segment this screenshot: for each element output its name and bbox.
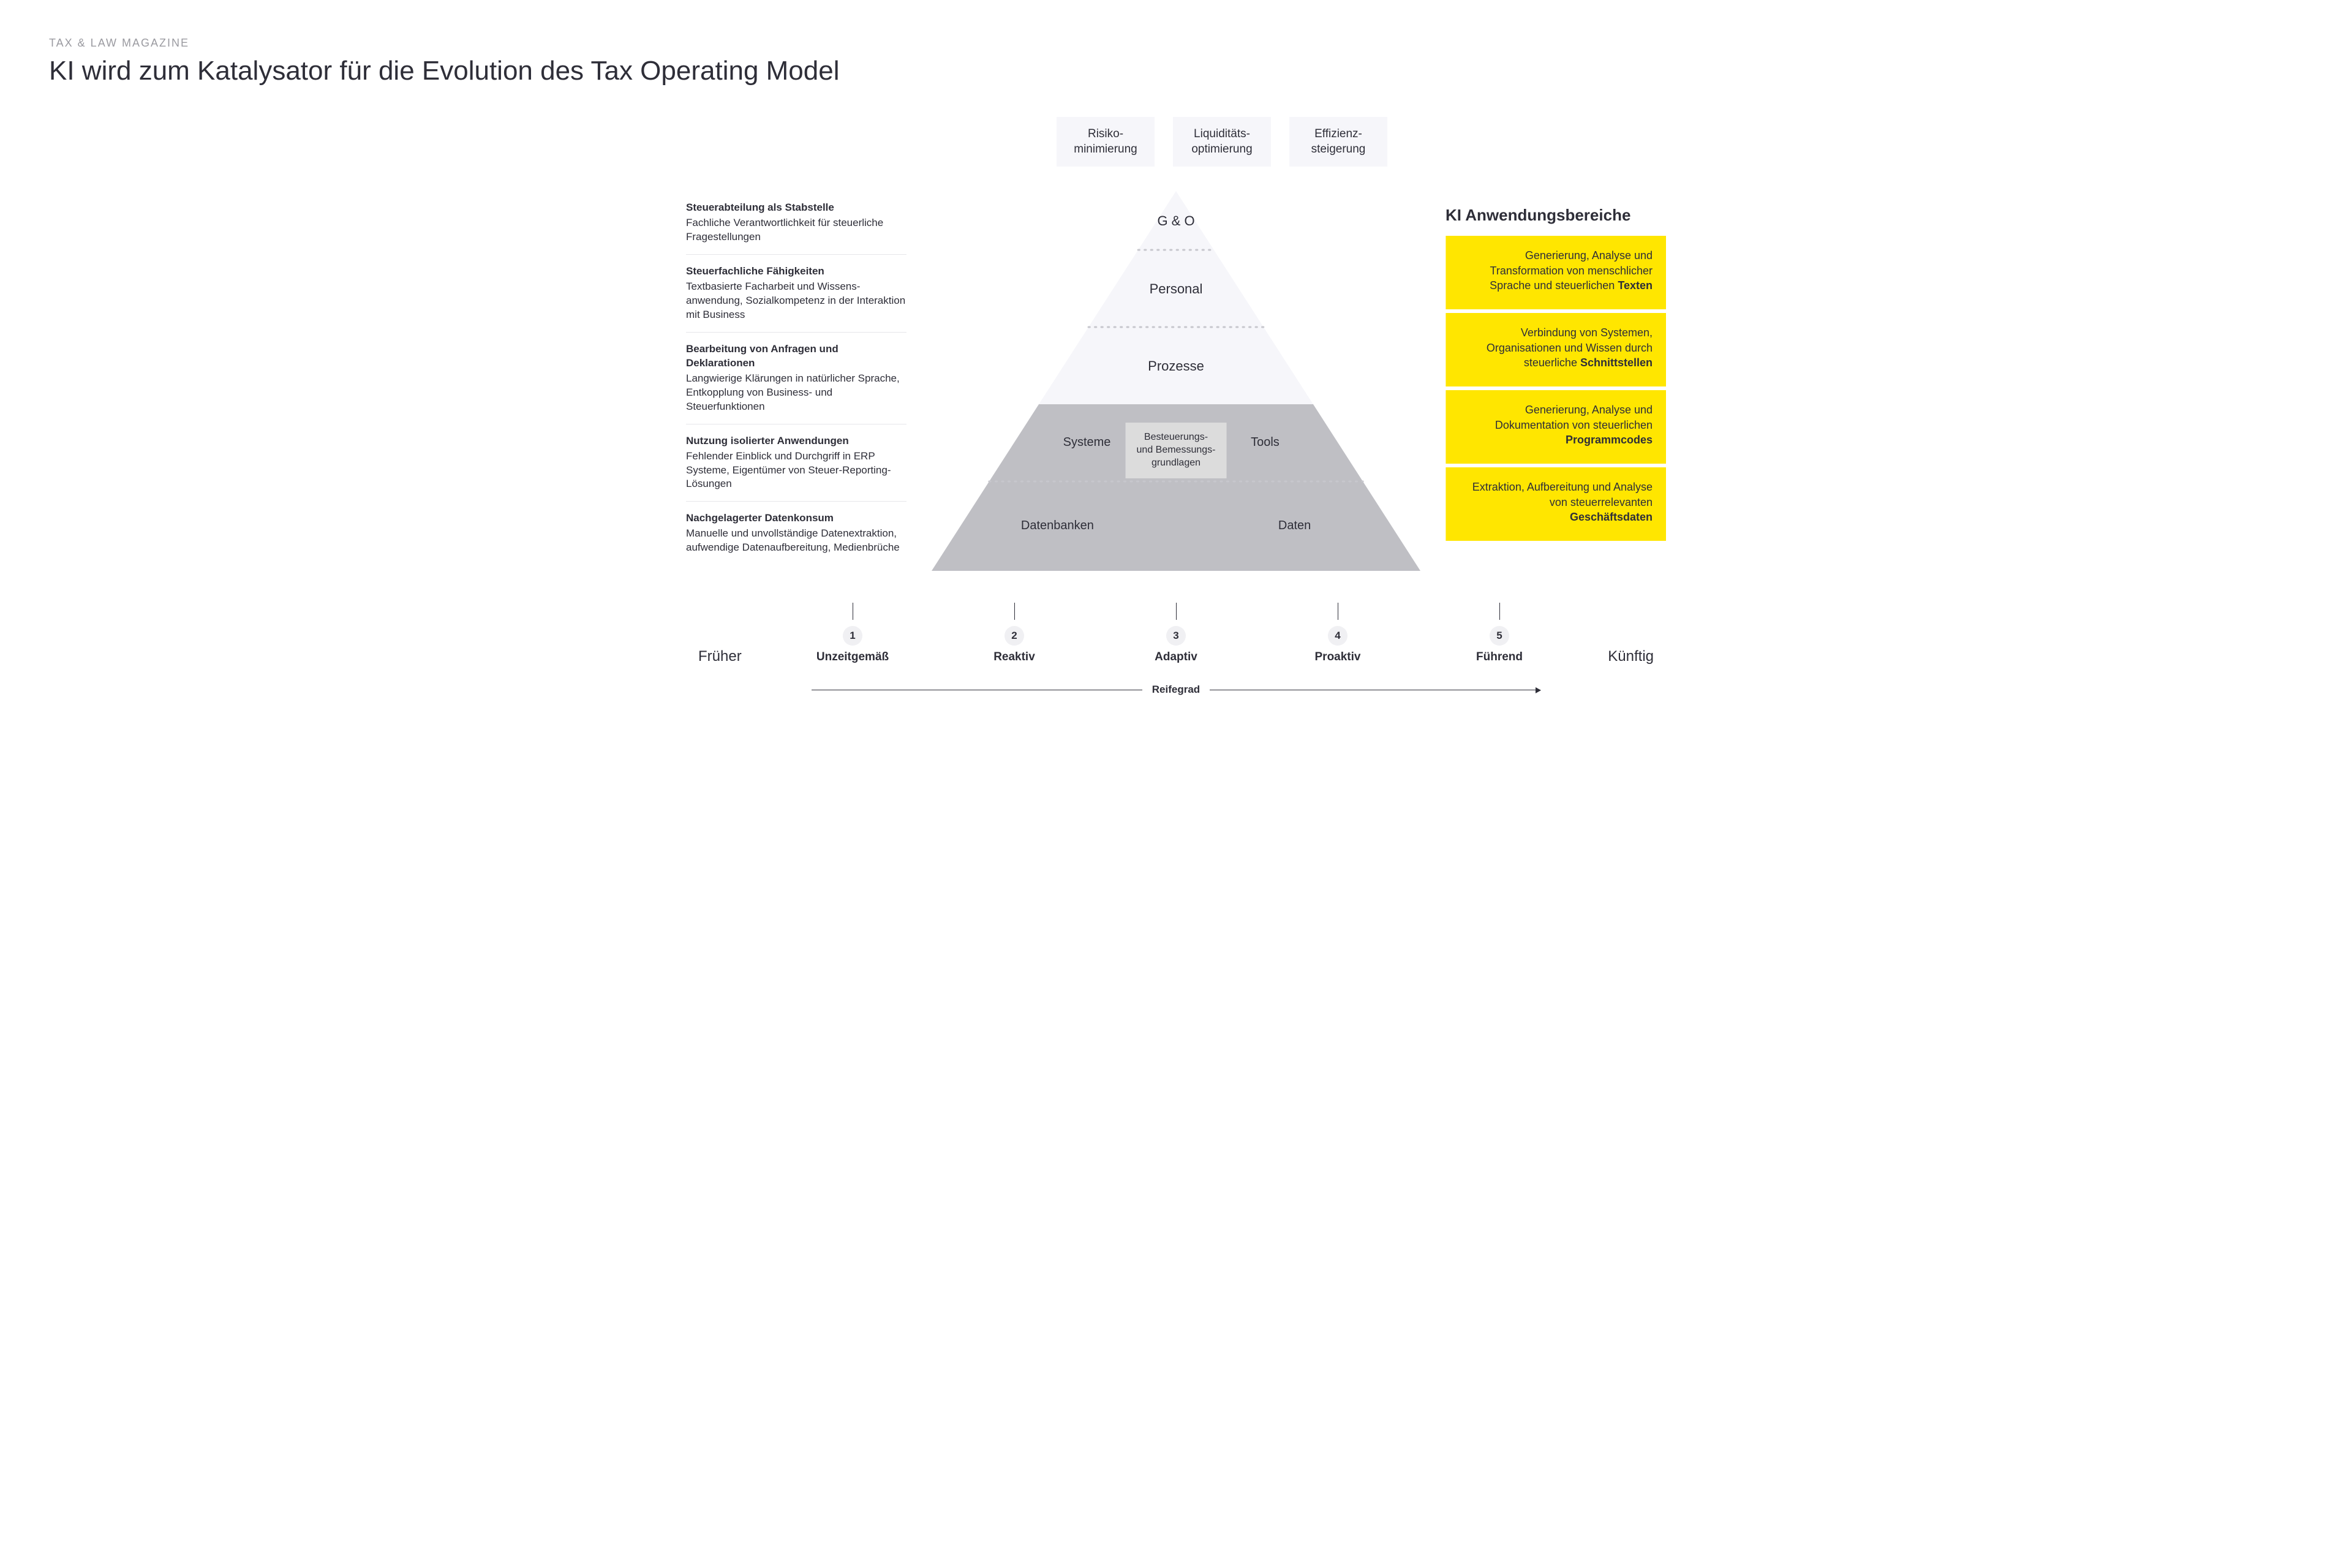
left-item-2: Bearbeitung von Anfragen und Deklaration… xyxy=(686,332,907,424)
left-item-3: Nutzung isolierter AnwendungenFehlender … xyxy=(686,424,907,502)
top-box-2: Effizienz-steigerung xyxy=(1289,117,1387,167)
left-item-1: Steuerfachliche FähigkeitenTextbasierte … xyxy=(686,254,907,332)
maturity-caption: Reifegrad xyxy=(1152,684,1200,696)
right-column-title: KI Anwendungsbereiche xyxy=(1446,191,1666,225)
pyramid-label: Datenbanken xyxy=(1021,519,1094,533)
top-boxes-row: Risiko-minimierung Liquiditäts-optimierun… xyxy=(141,117,2303,167)
pyramid-label: Systeme xyxy=(1063,435,1111,450)
top-box-1: Liquiditäts-optimierung xyxy=(1173,117,1271,167)
pyramid-label: Prozesse xyxy=(1148,358,1204,374)
pyramid-svg xyxy=(919,191,1433,571)
pyramid-label: Daten xyxy=(1278,519,1311,533)
pyramid-area: G & O Personal Prozesse Systeme Tools Datenba… xyxy=(919,191,1433,571)
left-column: Steuerabteilung als StabstelleFachliche … xyxy=(686,191,919,590)
maturity-tick-5: 5Führend xyxy=(1419,603,1580,669)
right-item-1: Verbindung von Systemen, Organisationen … xyxy=(1446,313,1666,386)
left-item-4: Nachgelagerter DatenkonsumManuelle und u… xyxy=(686,501,907,590)
maturity-axis: Früher 1Unzeitgemäß2Reaktiv3Adaptiv4Proa… xyxy=(686,603,1666,696)
maturity-tick-3: 3Adaptiv xyxy=(1095,603,1257,669)
eyebrow: TAX & LAW MAGAZINE xyxy=(49,37,2303,50)
page-title: KI wird zum Katalysator für die Evolutio… xyxy=(49,56,2303,86)
pyramid-label: G & O xyxy=(1157,213,1194,229)
maturity-tick-1: 1Unzeitgemäß xyxy=(772,603,933,669)
axis-right-label: Künftig xyxy=(1580,648,1654,669)
right-column: KI Anwendungsbereiche Generierung, Analy… xyxy=(1433,191,1666,590)
pyramid-label: Tools xyxy=(1251,435,1280,450)
maturity-tick-4: 4Proaktiv xyxy=(1257,603,1419,669)
left-item-0: Steuerabteilung als StabstelleFachliche … xyxy=(686,191,907,254)
pyramid-label: Personal xyxy=(1150,281,1203,297)
right-item-3: Extraktion, Aufbereitung und Analyse von… xyxy=(1446,467,1666,541)
axis-left-label: Früher xyxy=(698,648,772,669)
maturity-tick-2: 2Reaktiv xyxy=(933,603,1095,669)
main-grid: Steuerabteilung als StabstelleFachliche … xyxy=(686,191,1666,590)
right-item-2: Generierung, Analyse und Dokumentation v… xyxy=(1446,390,1666,464)
pyramid-center-box: Besteuerungs-und Bemessungs-grundlagen xyxy=(1126,423,1227,478)
right-item-0: Generierung, Analyse und Transformation … xyxy=(1446,236,1666,309)
top-box-0: Risiko-minimierung xyxy=(1057,117,1155,167)
